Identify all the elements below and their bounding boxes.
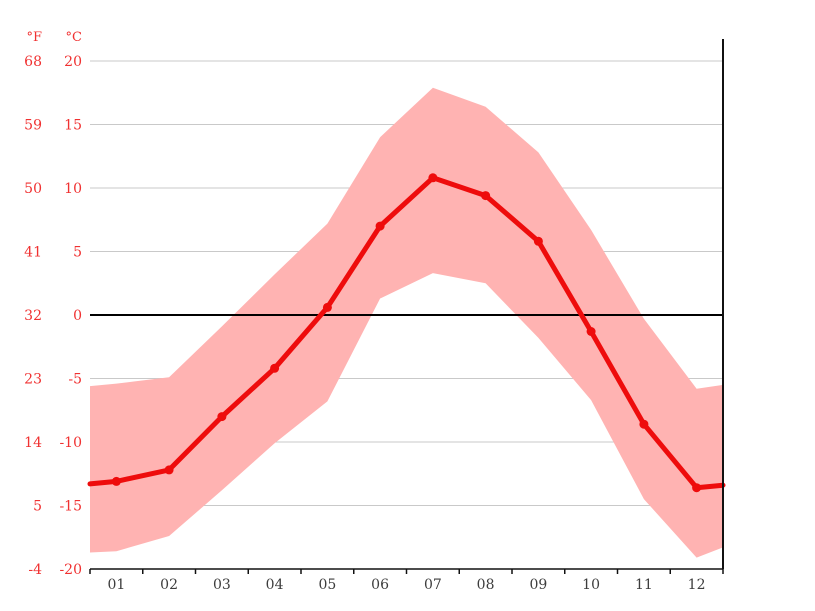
mean-temperature-point-03	[217, 412, 227, 422]
mean-temperature-point-06	[375, 221, 385, 231]
f-axis-label-41: 41	[24, 245, 42, 261]
f-axis-label-32: 32	[24, 308, 42, 324]
mean-temperature-point-09	[533, 236, 543, 246]
month-label-03: 03	[213, 577, 231, 593]
f-axis-label-23: 23	[24, 372, 42, 388]
c-axis-label-0: 0	[73, 308, 82, 324]
mean-temperature-point-07	[428, 173, 438, 183]
mean-temperature-point-04	[270, 363, 280, 373]
f-axis-header: °F	[26, 30, 42, 45]
month-label-08: 08	[477, 577, 495, 593]
mean-temperature-point-10	[586, 327, 596, 336]
mean-temperature-line	[87, 175, 726, 491]
f-axis-label-14: 14	[24, 435, 42, 451]
month-label-04: 04	[266, 577, 284, 593]
month-label-07: 07	[424, 577, 442, 593]
month-label-10: 10	[582, 577, 600, 593]
c-axis-label--10: -10	[59, 435, 82, 451]
min-max-temperature-band	[90, 87, 723, 558]
mean-temperature-point-11	[639, 419, 649, 429]
c-axis-header: °C	[66, 30, 83, 45]
month-label-01: 01	[107, 577, 125, 593]
month-label-11: 11	[635, 577, 653, 593]
c-axis-label-15: 15	[64, 118, 82, 134]
c-axis-label--5: -5	[68, 372, 82, 388]
f-axis-label--4: -4	[28, 562, 42, 578]
mean-temperature-point-02	[164, 465, 174, 475]
c-axis-label--15: -15	[59, 499, 82, 515]
month-label-05: 05	[318, 577, 336, 593]
f-axis-label-5: 5	[33, 499, 42, 515]
c-axis-label--20: -20	[59, 562, 82, 578]
c-axis-label-10: 10	[64, 181, 82, 197]
mean-temperature-point-01	[111, 476, 121, 486]
f-axis-label-68: 68	[24, 54, 42, 70]
f-axis-label-50: 50	[24, 181, 42, 197]
month-label-06: 06	[371, 577, 389, 593]
month-label-09: 09	[529, 577, 547, 593]
month-label-12: 12	[688, 577, 706, 593]
c-axis-label-20: 20	[64, 54, 82, 70]
mean-temperature-point-08	[481, 191, 491, 201]
mean-temperature-point-05	[322, 302, 332, 312]
month-label-02: 02	[160, 577, 178, 593]
mean-temperature-point-12	[692, 483, 702, 493]
f-axis-label-59: 59	[24, 118, 42, 134]
c-axis-label-5: 5	[73, 245, 82, 261]
